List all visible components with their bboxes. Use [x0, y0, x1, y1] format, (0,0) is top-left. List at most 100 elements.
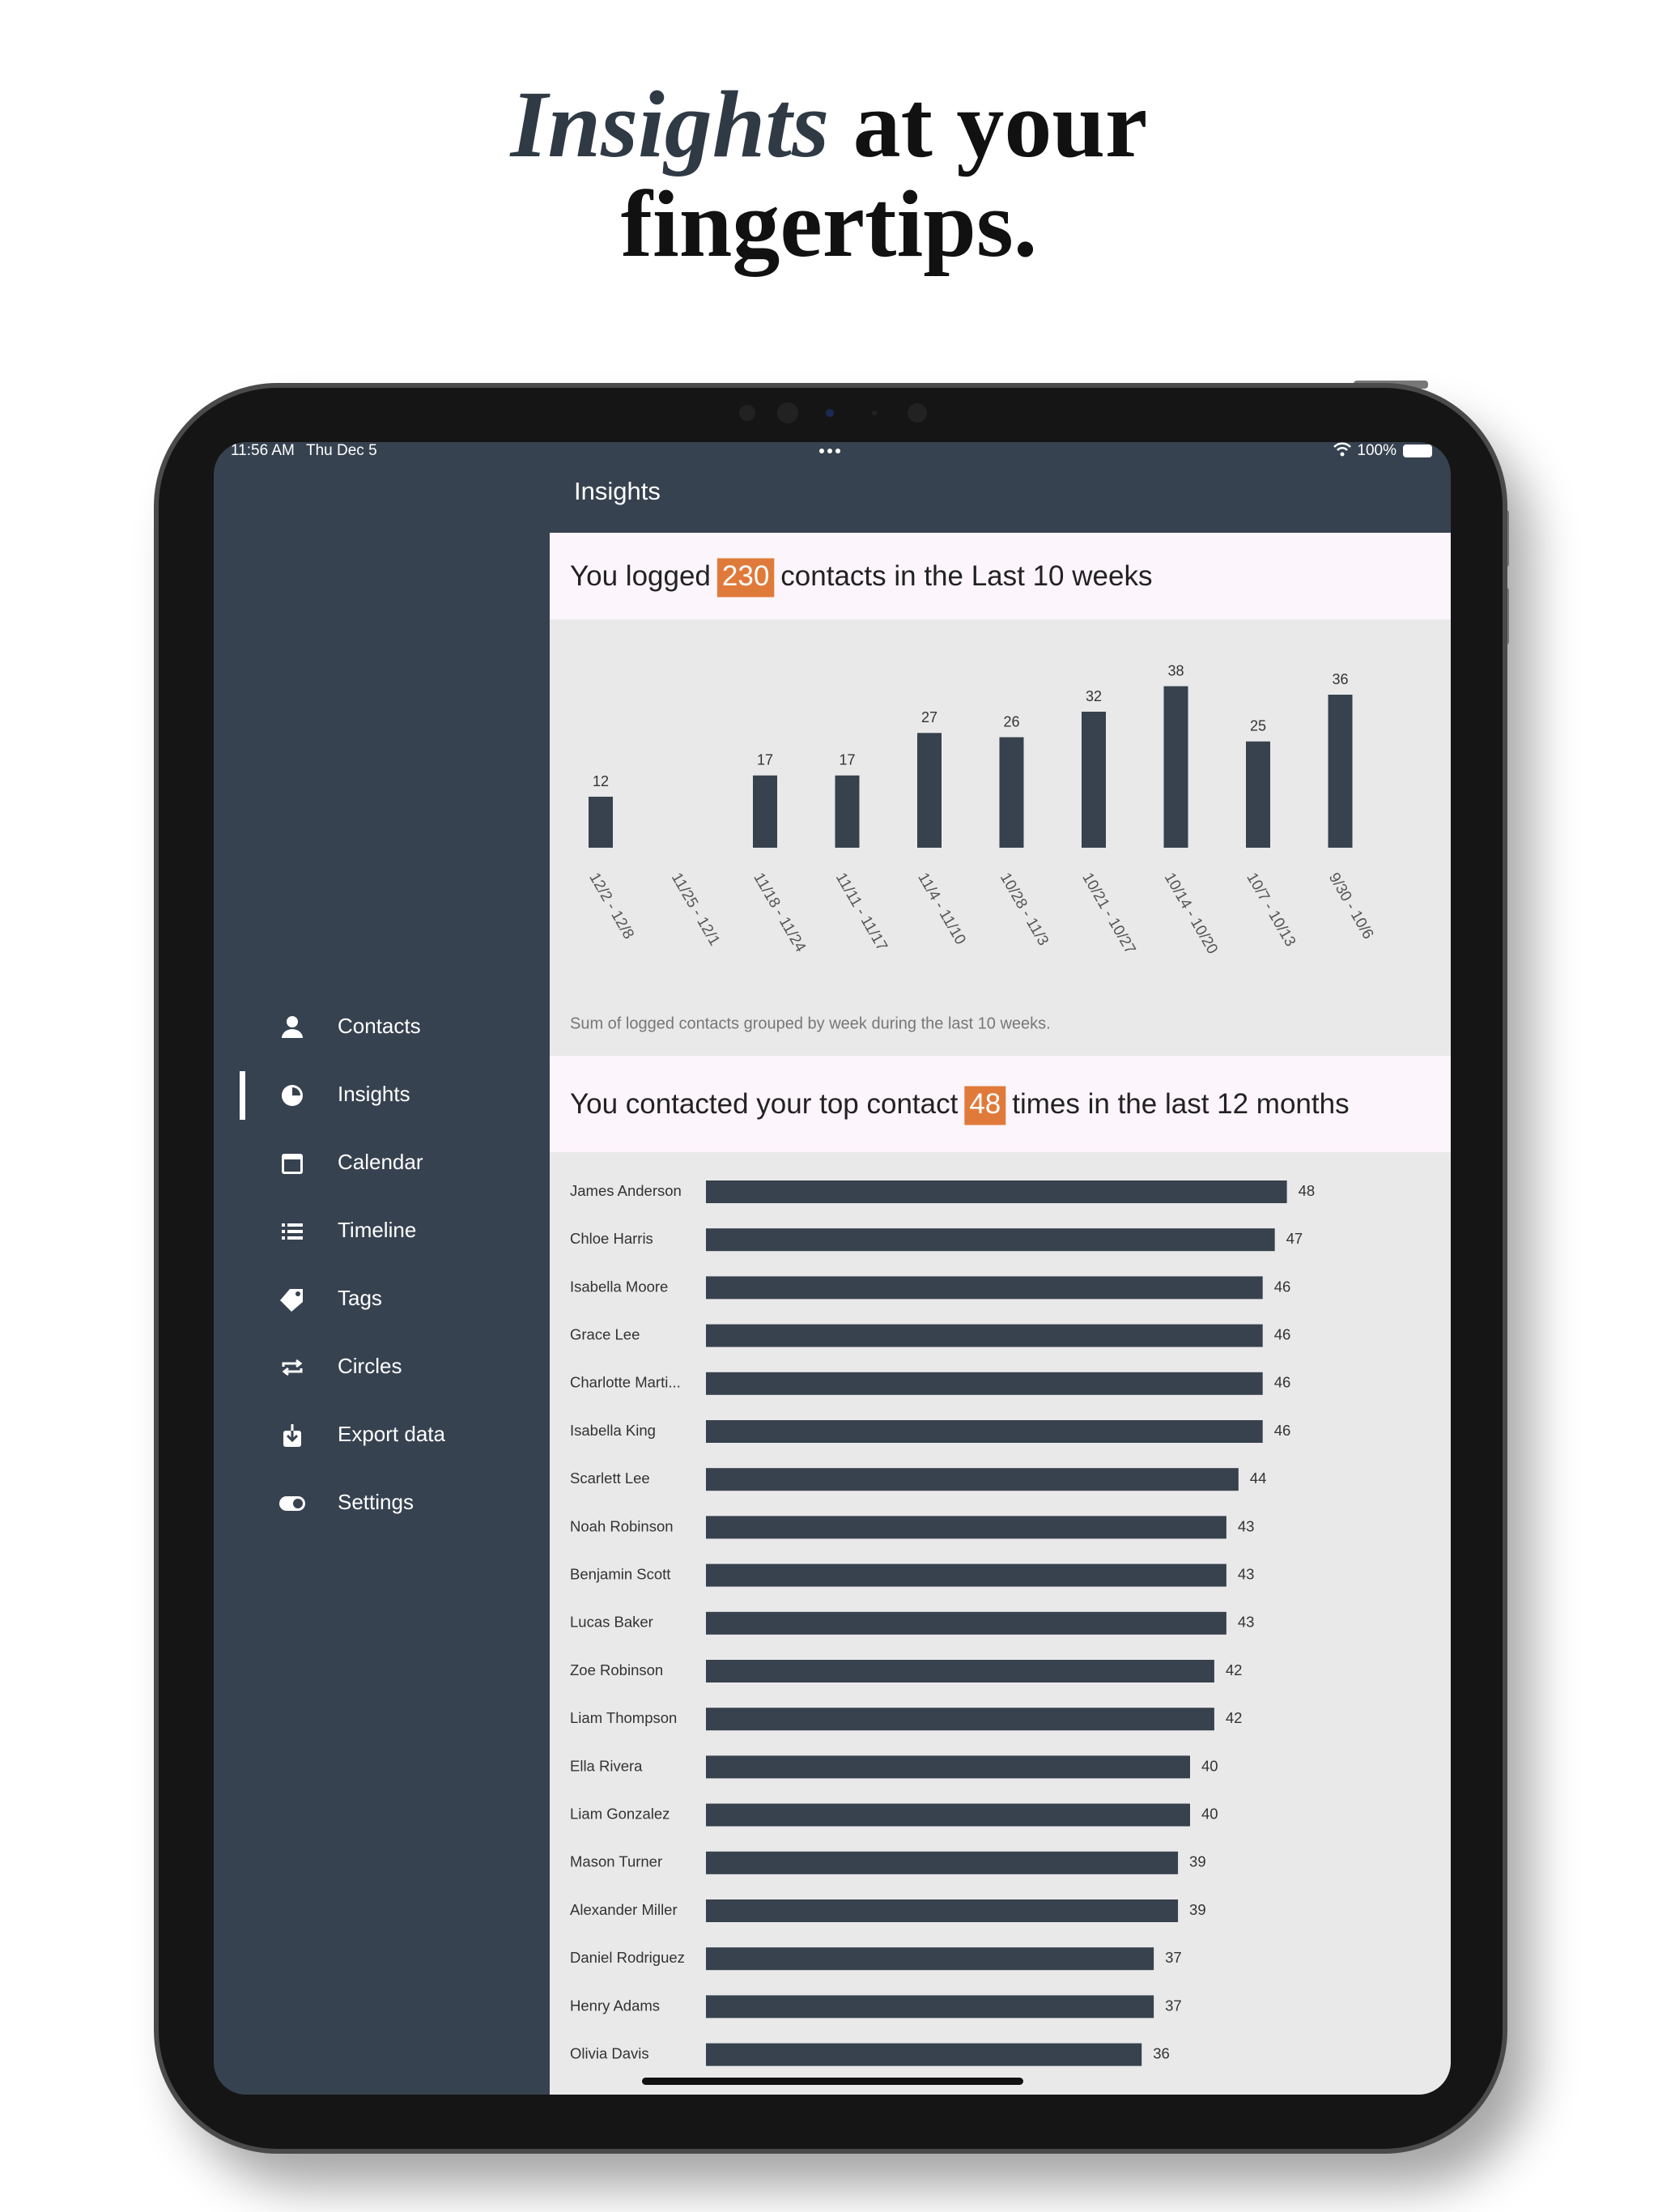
nav-icon: [282, 1154, 303, 1174]
wifi-icon: [1333, 442, 1351, 451]
nav-label: Insights: [338, 1082, 410, 1106]
value-label: 40: [1201, 1757, 1218, 1774]
value-label: 37: [1165, 1997, 1182, 2014]
nav-label: Timeline: [338, 1218, 416, 1242]
bar: [706, 1851, 1179, 1874]
nav-label: Calendar: [338, 1150, 423, 1174]
nav-icon: [282, 1016, 303, 1038]
y-tick-label: Noah Robinson: [570, 1517, 674, 1534]
value-label: 39: [1189, 1901, 1206, 1918]
value-label: 48: [1299, 1182, 1316, 1199]
status-battery: 100%: [1357, 442, 1397, 459]
nav-label: Contacts: [338, 1014, 421, 1038]
nav-icon: [279, 1496, 305, 1511]
value-label: 38: [1167, 662, 1184, 678]
bar: [1328, 695, 1353, 848]
value-label: 36: [1332, 671, 1348, 687]
headline-italic: Insights: [509, 71, 830, 177]
y-tick-label: Mason Turner: [570, 1853, 662, 1870]
icon: [282, 1359, 303, 1376]
status-dots: [819, 449, 840, 453]
icon: [287, 1236, 303, 1240]
bar: [706, 1755, 1190, 1779]
bar: [706, 1276, 1263, 1300]
y-tick-label: Henry Adams: [570, 1997, 660, 2014]
bar: [706, 1611, 1226, 1635]
icon: [284, 1159, 300, 1172]
value-label: 12: [593, 773, 609, 789]
bar: [706, 1372, 1263, 1395]
bar: [706, 1180, 1287, 1203]
card-title-value: 48: [969, 1088, 1001, 1120]
nav-label: Tags: [338, 1286, 382, 1310]
screen: 11:56 AM Thu Dec 5 100% Insights Contact…: [214, 442, 1451, 2095]
nav-icon: [282, 1223, 303, 1240]
nav-item[interactable]: Tags: [280, 1286, 382, 1312]
card-title: You logged: [570, 560, 711, 592]
camera: [739, 402, 927, 423]
nav-item[interactable]: Circles: [282, 1354, 402, 1378]
value-label: 17: [839, 752, 855, 768]
y-tick-label: Alexander Miller: [570, 1901, 678, 1918]
status-time: 11:56 AM: [231, 442, 295, 459]
y-tick-label: Liam Thompson: [570, 1709, 677, 1726]
nav-item[interactable]: Timeline: [282, 1218, 416, 1242]
nav-item[interactable]: Insights: [282, 1082, 410, 1106]
value-label: 17: [757, 752, 773, 768]
bar: [1082, 712, 1106, 848]
value-label: 43: [1238, 1614, 1255, 1631]
y-tick-label: James Anderson: [570, 1182, 682, 1199]
value-label: 44: [1250, 1470, 1267, 1487]
bar: [589, 797, 613, 848]
headline-text: at your: [853, 71, 1148, 177]
home-indicator: [642, 2078, 1023, 2085]
chart-caption: Sum of logged contacts grouped by week d…: [570, 1015, 1051, 1032]
nav-item[interactable]: Contacts: [282, 1014, 421, 1038]
y-tick-label: Zoe Robinson: [570, 1661, 663, 1678]
bar: [706, 1228, 1275, 1252]
bar: [917, 733, 942, 848]
bar: [706, 1708, 1214, 1731]
bar: [706, 1947, 1154, 1971]
card-title: contacts in the Last 10 weeks: [780, 560, 1152, 592]
value-label: 46: [1274, 1422, 1291, 1439]
y-tick-label: Isabella King: [570, 1422, 656, 1439]
bar: [706, 1420, 1263, 1443]
value-label: 25: [1250, 718, 1266, 734]
bar: [706, 1324, 1263, 1347]
icon: [287, 1223, 303, 1227]
y-tick-label: Daniel Rodriguez: [570, 1949, 685, 1966]
value-label: 46: [1274, 1325, 1291, 1342]
app-title: Insights: [574, 477, 661, 505]
highlight: [964, 1086, 1006, 1125]
nav-item[interactable]: Settings: [279, 1490, 414, 1514]
value-label: 46: [1274, 1278, 1291, 1295]
value-label: 40: [1201, 1805, 1218, 1822]
bar: [1246, 741, 1270, 848]
y-tick-label: Charlotte Marti...: [570, 1374, 681, 1391]
bar: [706, 1803, 1190, 1827]
nav-label: Settings: [338, 1490, 414, 1514]
value-label: 26: [1003, 713, 1019, 730]
nav-item[interactable]: Export data: [283, 1422, 446, 1447]
y-tick-label: Olivia Davis: [570, 2044, 649, 2061]
y-tick-label: Scarlett Lee: [570, 1470, 650, 1487]
bar: [706, 2043, 1142, 2066]
y-tick-label: Chloe Harris: [570, 1230, 653, 1247]
bar: [1163, 686, 1188, 848]
value-label: 39: [1189, 1853, 1206, 1870]
icon: [287, 1230, 303, 1233]
card-title-value: 230: [722, 560, 769, 592]
icon: [282, 1236, 285, 1240]
active-indicator: [240, 1071, 245, 1120]
bar: [706, 1516, 1226, 1539]
y-tick-label: Lucas Baker: [570, 1614, 653, 1631]
nav-item[interactable]: Calendar: [282, 1150, 423, 1174]
nav-icon: [282, 1359, 303, 1376]
nav-icon: [280, 1289, 303, 1312]
card-title: times in the last 12 months: [1012, 1088, 1349, 1120]
nav-icon: [282, 1085, 303, 1106]
bar: [706, 1468, 1239, 1491]
y-tick-label: Isabella Moore: [570, 1278, 668, 1295]
y-tick-label: Grace Lee: [570, 1325, 640, 1342]
